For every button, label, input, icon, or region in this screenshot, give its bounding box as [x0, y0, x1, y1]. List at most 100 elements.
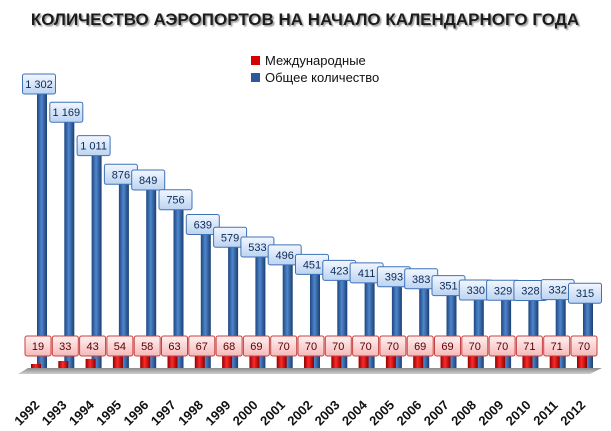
data-label-international-box-2004 — [352, 335, 380, 357]
data-label-total-text-2004: 411 — [358, 268, 376, 280]
data-label-international-text-2008: 70 — [469, 341, 481, 353]
x-tick-2009: 2009 — [475, 397, 506, 428]
data-label-international-2012: 70 — [570, 335, 598, 357]
data-label-total-text-1997: 756 — [166, 195, 184, 207]
data-label-total-text-2003: 423 — [330, 265, 348, 277]
data-label-international-box-2009 — [488, 335, 516, 357]
data-label-international-2011: 71 — [543, 335, 571, 357]
data-label-international-1995: 54 — [106, 335, 134, 357]
x-tick-2000: 2000 — [230, 397, 261, 428]
data-label-international-box-1996 — [133, 335, 161, 357]
bar-total-1993 — [64, 120, 75, 369]
data-label-total-2000: 533 — [240, 236, 275, 258]
x-tick-1992: 1992 — [11, 397, 42, 428]
data-label-international-box-2001 — [270, 335, 298, 357]
data-label-international-box-2010 — [515, 335, 543, 357]
data-label-total-box-1992 — [22, 73, 56, 95]
data-label-international-2006: 69 — [406, 335, 434, 357]
bar-total-1992 — [37, 92, 47, 368]
data-label-total-text-1996: 849 — [139, 175, 157, 187]
bar-international-2005 — [385, 353, 396, 368]
data-label-international-box-2003 — [324, 335, 352, 357]
data-label-international-text-2001: 70 — [278, 341, 290, 353]
data-label-total-text-2009: 329 — [494, 285, 512, 297]
data-label-international-2009: 70 — [488, 335, 516, 357]
x-tick-2007: 2007 — [421, 397, 452, 428]
data-label-international-1997: 63 — [161, 335, 188, 357]
x-tick-2008: 2008 — [448, 397, 479, 428]
data-label-total-text-1994: 1 011 — [80, 141, 107, 153]
x-tick-2003: 2003 — [312, 397, 343, 428]
x-tick-2004: 2004 — [339, 397, 371, 429]
legend: Международные Общее количество — [251, 53, 379, 85]
data-label-total-box-1998 — [185, 214, 220, 236]
data-label-total-text-2011: 332 — [549, 285, 567, 297]
data-label-international-1998: 67 — [188, 335, 216, 357]
legend-swatch-international — [251, 56, 260, 65]
data-label-international-box-1994 — [79, 335, 107, 357]
bar-total-1998 — [200, 232, 211, 368]
x-tick-1996: 1996 — [120, 397, 151, 428]
data-label-total-box-1997 — [158, 189, 193, 211]
data-label-total-2011: 332 — [540, 279, 575, 301]
data-label-total-text-2000: 533 — [248, 242, 266, 254]
data-label-international-text-2000: 69 — [250, 341, 262, 353]
bar-total-2004 — [364, 280, 375, 368]
bar-total-2012 — [583, 301, 593, 368]
data-label-international-text-1998: 67 — [196, 341, 208, 353]
bar-total-1996 — [146, 188, 157, 368]
data-label-total-text-2012: 315 — [576, 288, 594, 300]
data-label-total-2008: 330 — [458, 279, 493, 301]
x-tick-1997: 1997 — [148, 397, 179, 428]
data-label-international-2008: 70 — [461, 335, 489, 357]
data-label-total-text-2002: 451 — [303, 259, 321, 271]
bar-international-1993 — [58, 361, 69, 368]
bar-total-2002 — [310, 272, 320, 368]
data-label-total-text-1998: 639 — [194, 220, 212, 232]
data-label-total-box-1994 — [76, 135, 111, 157]
data-label-international-2000: 69 — [242, 335, 270, 357]
bar-international-2006 — [413, 353, 424, 368]
data-label-international-box-2012 — [570, 335, 598, 357]
x-tick-1993: 1993 — [39, 397, 70, 428]
x-tick-1998: 1998 — [175, 397, 206, 428]
data-label-international-2004: 70 — [352, 335, 380, 357]
bar-international-1992 — [31, 363, 41, 368]
bar-total-2001 — [282, 262, 293, 368]
bar-international-2007 — [440, 353, 451, 368]
bars-total-series — [37, 92, 593, 369]
data-label-international-text-1993: 33 — [59, 341, 71, 353]
bar-international-2003 — [331, 353, 342, 368]
data-label-total-text-1993: 1 169 — [53, 107, 81, 119]
bar-total-1999 — [228, 245, 239, 368]
labels-total-series: 1 302 1 169 1 011 876 849 756 639 579 533 496 451 4… — [22, 73, 602, 304]
data-label-total-2001: 496 — [267, 244, 302, 266]
bar-international-2004 — [358, 353, 369, 368]
bar-total-2003 — [337, 278, 348, 368]
data-label-international-text-2005: 70 — [387, 341, 399, 353]
data-label-international-text-1995: 54 — [114, 341, 126, 353]
data-label-total-1996: 849 — [131, 169, 166, 191]
data-label-international-text-2002: 70 — [305, 341, 317, 353]
data-label-international-text-2012: 70 — [578, 341, 590, 353]
data-label-total-box-1996 — [131, 169, 166, 191]
data-label-international-box-2005 — [379, 335, 407, 357]
data-label-total-text-2001: 496 — [276, 250, 294, 262]
data-label-total-2010: 328 — [513, 279, 548, 301]
data-label-total-1993: 1 169 — [49, 101, 84, 123]
bar-total-1994 — [91, 153, 102, 368]
bar-total-1995 — [118, 182, 129, 368]
data-label-international-box-2000 — [242, 335, 270, 357]
x-tick-1999: 1999 — [202, 397, 233, 428]
bar-total-1997 — [173, 207, 184, 368]
data-label-total-box-2012 — [568, 282, 602, 304]
bar-total-2005 — [391, 284, 402, 368]
x-tick-2001: 2001 — [257, 397, 288, 428]
bar-international-1995 — [112, 356, 123, 368]
bar-international-2000 — [249, 353, 260, 368]
bar-international-2011 — [549, 352, 560, 368]
bar-total-2008 — [473, 298, 484, 368]
data-label-international-1993: 33 — [51, 335, 79, 357]
